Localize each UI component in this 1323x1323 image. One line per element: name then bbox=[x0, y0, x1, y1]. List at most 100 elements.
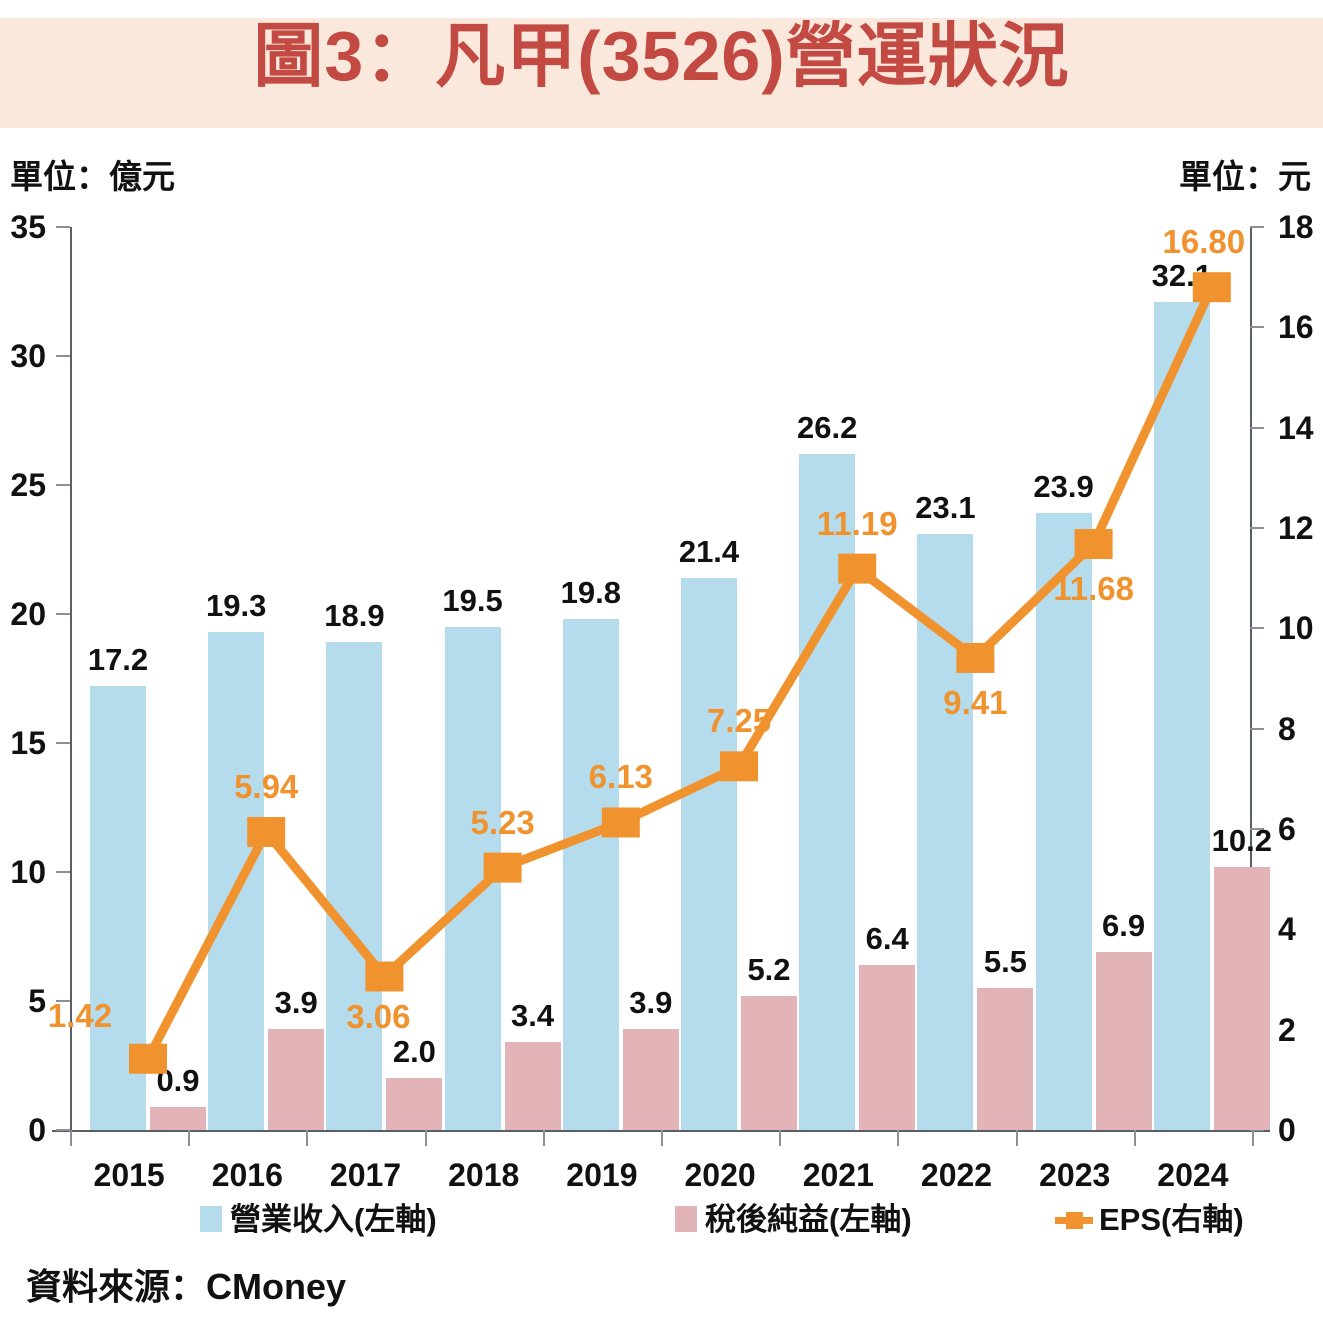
x-axis-label: 2016 bbox=[211, 1157, 283, 1193]
left-axis-tick bbox=[56, 1129, 70, 1131]
profit-bar bbox=[1095, 951, 1152, 1130]
left-axis-tick-label: 0 bbox=[28, 1112, 46, 1148]
right-axis-tick bbox=[1250, 828, 1264, 830]
left-axis-tick-label: 10 bbox=[10, 854, 46, 890]
left-axis-tick bbox=[56, 226, 70, 228]
profit-value-label: 3.9 bbox=[629, 985, 673, 1021]
x-axis-tick bbox=[1133, 1130, 1136, 1146]
x-axis-tick bbox=[188, 1130, 191, 1146]
revenue-bar bbox=[681, 577, 737, 1130]
right-axis-tick-label: 8 bbox=[1278, 710, 1296, 747]
left-axis-line bbox=[70, 227, 72, 1130]
left-axis-tick bbox=[56, 871, 70, 873]
right-axis-tick bbox=[1250, 1129, 1264, 1131]
x-axis-label: 2019 bbox=[566, 1157, 638, 1193]
right-axis-tick bbox=[1250, 326, 1264, 329]
profit-bar bbox=[268, 1029, 325, 1130]
profit-bar bbox=[386, 1078, 443, 1130]
legend-item[interactable]: 稅後純益(左軸) bbox=[675, 1196, 912, 1242]
profit-value-label: 5.2 bbox=[747, 951, 791, 987]
profit-bar bbox=[1213, 866, 1270, 1130]
profit-value-label: 3.4 bbox=[511, 998, 555, 1034]
left-axis-unit-label: 單位：億元 bbox=[10, 158, 175, 195]
x-axis-label: 2024 bbox=[1157, 1157, 1229, 1193]
right-axis-tick bbox=[1250, 727, 1264, 730]
revenue-value-label: 18.9 bbox=[324, 598, 385, 634]
legend-label: 營業收入(左軸) bbox=[230, 1201, 437, 1237]
revenue-value-label: 21.4 bbox=[678, 533, 740, 569]
left-axis-tick-label: 5 bbox=[28, 983, 46, 1019]
legend-line-marker-icon bbox=[1055, 1206, 1093, 1232]
x-axis-label: 2015 bbox=[93, 1157, 165, 1193]
profit-value-label: 5.5 bbox=[983, 944, 1027, 980]
left-axis-tick-label: 20 bbox=[10, 596, 46, 632]
eps-value-label: 16.80 bbox=[1162, 223, 1246, 261]
left-axis-tick-label: 15 bbox=[10, 725, 46, 761]
right-axis-tick-label: 12 bbox=[1278, 510, 1314, 546]
right-axis-tick bbox=[1250, 527, 1264, 529]
revenue-value-label: 32.1 bbox=[1151, 257, 1212, 293]
profit-value-label: 2.0 bbox=[392, 1034, 436, 1070]
eps-value-label: 6.13 bbox=[588, 758, 653, 796]
x-axis-label: 2022 bbox=[920, 1157, 993, 1193]
revenue-value-label: 17.2 bbox=[87, 642, 149, 678]
revenue-bar bbox=[208, 632, 265, 1130]
plot-area: 0 5 10 15 20 25 30 35 0 2 4 6 8 10 12 14 16 18 17.2 0.9 19… bbox=[10, 211, 1313, 1193]
profit-value-label: 6.9 bbox=[1102, 907, 1146, 943]
left-axis-tick bbox=[56, 742, 70, 744]
revenue-bar bbox=[1153, 301, 1210, 1130]
right-axis-tick-label: 6 bbox=[1278, 811, 1296, 847]
legend-label: EPS(右軸) bbox=[1099, 1201, 1244, 1237]
x-axis-label: 2021 bbox=[802, 1157, 874, 1193]
legend-item[interactable]: EPS(右軸) bbox=[1055, 1196, 1244, 1242]
legend-label: 稅後純益(左軸) bbox=[705, 1201, 912, 1237]
x-axis-label: 2023 bbox=[1039, 1157, 1111, 1193]
eps-value-label: 5.94 bbox=[234, 768, 299, 805]
x-axis-tick bbox=[306, 1130, 309, 1146]
revenue-bar bbox=[799, 454, 856, 1130]
right-axis-tick-label: 18 bbox=[1278, 209, 1314, 245]
profit-bar bbox=[504, 1042, 561, 1130]
revenue-bar bbox=[562, 619, 619, 1130]
x-axis-label: 2020 bbox=[684, 1157, 756, 1193]
legend-swatch-icon bbox=[675, 1206, 697, 1232]
eps-value-label: 7.25 bbox=[706, 702, 772, 740]
x-axis-tick bbox=[70, 1130, 72, 1146]
x-axis-label: 2017 bbox=[329, 1157, 402, 1193]
x-axis-tick bbox=[1252, 1130, 1254, 1146]
left-axis-tick-label: 25 bbox=[10, 467, 46, 503]
profit-bar bbox=[859, 964, 916, 1130]
left-axis-tick bbox=[56, 1000, 70, 1002]
right-axis-tick-label: 0 bbox=[1278, 1112, 1296, 1148]
revenue-bar bbox=[917, 534, 974, 1130]
right-axis-tick bbox=[1250, 627, 1264, 630]
revenue-value-label: 19.3 bbox=[206, 588, 267, 624]
left-axis-tick bbox=[56, 613, 70, 615]
right-axis-line bbox=[1250, 227, 1252, 1130]
right-axis-tick bbox=[1250, 226, 1264, 228]
eps-value-label: 9.41 bbox=[943, 683, 1008, 721]
page-title: 圖3：凡甲(3526)營運狀況 bbox=[253, 17, 1070, 95]
x-axis-tick bbox=[897, 1130, 900, 1146]
x-axis-tick bbox=[661, 1130, 663, 1146]
x-axis-tick bbox=[424, 1130, 427, 1146]
right-axis-tick-label: 16 bbox=[1278, 309, 1314, 346]
x-axis-tick bbox=[1015, 1130, 1018, 1146]
revenue-value-label: 19.5 bbox=[442, 582, 503, 618]
eps-value-label: 1.42 bbox=[47, 996, 113, 1034]
chart-legend: 營業收入(左軸) 稅後純益(左軸) EPS(右軸) bbox=[0, 1196, 1323, 1246]
title-banner bbox=[0, 18, 1323, 128]
revenue-value-label: 23.9 bbox=[1033, 469, 1094, 505]
x-axis-tick bbox=[542, 1130, 545, 1146]
eps-value-label: 11.68 bbox=[1053, 570, 1134, 608]
source-note: 資料來源：CMoney bbox=[26, 1266, 347, 1307]
legend-item[interactable]: 營業收入(左軸) bbox=[200, 1196, 437, 1242]
revenue-value-label: 26.2 bbox=[797, 410, 858, 446]
left-axis-tick bbox=[56, 484, 70, 486]
profit-value-label: 10.2 bbox=[1211, 822, 1272, 858]
left-axis-tick-label: 30 bbox=[10, 338, 46, 374]
x-axis-label: 2018 bbox=[448, 1157, 520, 1193]
right-axis-tick-label: 4 bbox=[1278, 911, 1296, 948]
eps-value-label: 11.19 bbox=[816, 504, 898, 542]
